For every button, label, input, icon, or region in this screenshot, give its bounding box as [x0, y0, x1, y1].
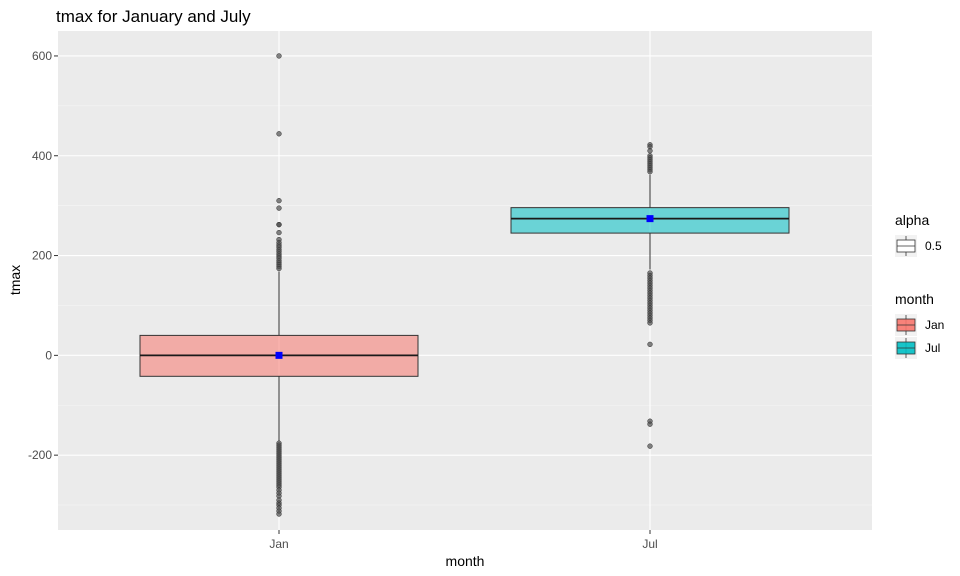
y-tick-label: 0 [45, 348, 52, 362]
outlier-point [276, 265, 282, 272]
x-tick-label: Jul [642, 537, 657, 551]
minor-gridlines [58, 105, 872, 506]
box-series-group [139, 53, 790, 517]
outlier-point [276, 221, 282, 228]
outlier-point [276, 131, 282, 137]
x-axis: Jan Jul [269, 530, 658, 551]
x-axis-title: month [446, 553, 485, 569]
legend-key [895, 337, 917, 359]
box-iqr [510, 207, 790, 234]
mean-marker [275, 351, 283, 359]
outlier-point [647, 443, 653, 449]
outlier-point [276, 198, 282, 204]
y-tick-label: -200 [28, 448, 52, 462]
legend: alpha 0.5 month Jan Jul [895, 212, 944, 359]
outlier-point [276, 205, 282, 211]
outlier-point [647, 169, 653, 175]
outlier-point [647, 341, 653, 348]
outlier-point [276, 511, 282, 517]
y-tick-label: 600 [32, 49, 52, 63]
legend-key [895, 235, 917, 257]
legend-key [895, 314, 917, 336]
outlier-point [276, 53, 282, 59]
outlier-point [647, 421, 653, 427]
box-jan [139, 53, 419, 517]
y-axis-title: tmax [7, 265, 23, 295]
legend-title: alpha [895, 212, 929, 228]
legend-label: Jan [925, 318, 944, 332]
y-axis: -200 0 200 400 600 [28, 49, 58, 462]
y-tick-label: 200 [32, 249, 52, 263]
chart-title: tmax for January and July [56, 7, 251, 26]
legend-title: month [895, 291, 934, 307]
legend-label: 0.5 [925, 239, 942, 253]
outlier-point [276, 229, 282, 236]
x-tick-label: Jan [269, 537, 288, 551]
legend-label: Jul [925, 341, 940, 355]
mean-marker [646, 215, 654, 223]
plot-panel [58, 31, 872, 530]
outlier-point [647, 148, 653, 154]
outlier-point [647, 320, 653, 326]
y-tick-label: 400 [32, 149, 52, 163]
box-jul [510, 142, 790, 449]
